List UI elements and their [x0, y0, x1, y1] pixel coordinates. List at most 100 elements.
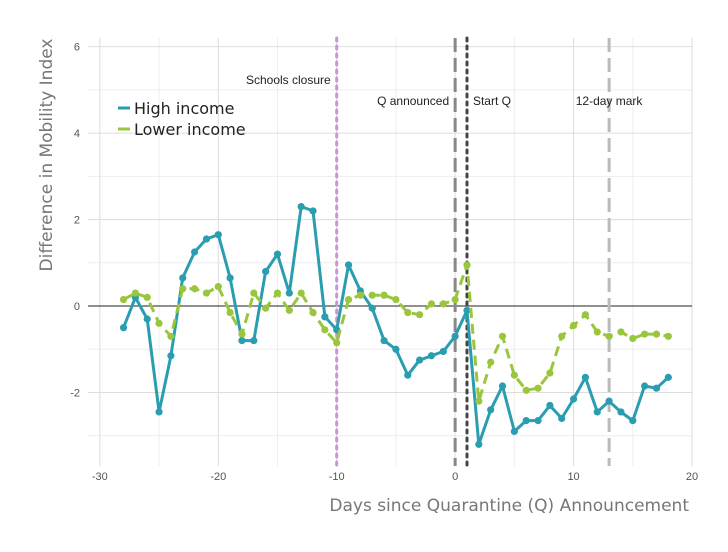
data-point-high-income — [321, 313, 329, 321]
y-tick-label: 2 — [74, 215, 80, 227]
data-point-high-income — [617, 408, 625, 416]
data-point-high-income — [652, 384, 661, 392]
data-point-lower-income — [333, 339, 341, 347]
data-point-lower-income — [380, 291, 388, 299]
event-label: 12-day mark — [576, 94, 644, 108]
data-point-high-income — [202, 235, 211, 243]
data-point-high-income — [309, 207, 317, 215]
data-point-lower-income — [641, 330, 649, 338]
data-point-high-income — [487, 406, 495, 414]
data-point-lower-income — [569, 321, 578, 330]
data-point-high-income — [498, 382, 507, 390]
x-axis-title: Days since Quarantine (Q) Announcement — [329, 496, 689, 516]
data-point-lower-income — [546, 369, 554, 377]
x-tick-label: 20 — [686, 471, 698, 483]
data-point-high-income — [664, 373, 672, 381]
y-tick-label: -2 — [70, 388, 80, 400]
data-point-high-income — [262, 267, 270, 276]
data-point-high-income — [404, 371, 412, 379]
data-point-lower-income — [226, 308, 234, 317]
data-point-lower-income — [498, 332, 507, 340]
data-point-high-income — [629, 417, 637, 425]
legend: High income Lower income — [118, 99, 246, 139]
data-point-high-income — [368, 304, 376, 312]
data-point-high-income — [605, 397, 613, 405]
data-point-lower-income — [273, 289, 282, 297]
data-point-high-income — [273, 250, 282, 258]
data-point-lower-income — [368, 291, 376, 299]
data-point-lower-income — [285, 306, 293, 314]
y-tick-label: 4 — [74, 128, 80, 140]
data-point-high-income — [475, 440, 483, 448]
data-point-lower-income — [534, 384, 542, 392]
x-tick-label: 0 — [452, 471, 458, 483]
data-point-high-income — [167, 352, 175, 360]
event-label: Schools closure — [246, 73, 331, 87]
data-point-lower-income — [214, 282, 222, 291]
y-axis-title: Difference in Mobility Index — [37, 39, 57, 272]
data-point-high-income — [593, 408, 601, 416]
data-point-lower-income — [416, 311, 424, 319]
event-labels: Schools closure Q announced Start Q 12-day … — [246, 73, 643, 108]
data-point-lower-income — [652, 330, 661, 338]
data-point-lower-income — [190, 285, 199, 293]
data-point-lower-income — [143, 293, 151, 301]
data-point-high-income — [285, 289, 293, 297]
x-tick-label: -10 — [329, 471, 345, 483]
data-point-lower-income — [558, 332, 566, 340]
event-lines — [335, 36, 611, 468]
data-point-high-income — [451, 332, 459, 340]
data-point-high-income — [179, 274, 187, 282]
data-point-high-income — [238, 337, 246, 345]
data-point-lower-income — [522, 386, 530, 394]
data-point-lower-income — [262, 304, 270, 312]
legend-label-high-income: High income — [134, 99, 234, 118]
y-tick-label: 6 — [74, 42, 80, 54]
data-point-lower-income — [344, 295, 353, 304]
data-point-lower-income — [202, 289, 211, 297]
data-point-lower-income — [629, 334, 637, 343]
data-point-high-income — [119, 324, 128, 332]
data-point-high-income — [344, 261, 353, 269]
x-tick-label: -20 — [210, 471, 226, 483]
series-layer — [119, 203, 672, 448]
data-point-high-income — [380, 337, 388, 345]
data-point-high-income — [569, 395, 578, 403]
data-point-lower-income — [321, 326, 329, 334]
data-point-lower-income — [581, 311, 590, 319]
data-point-high-income — [427, 352, 436, 360]
data-point-high-income — [641, 382, 649, 390]
data-point-high-income — [143, 315, 151, 323]
data-point-high-income — [510, 427, 518, 436]
data-point-lower-income — [463, 261, 471, 269]
data-point-high-income — [546, 401, 554, 410]
data-point-lower-income — [439, 300, 447, 308]
event-label: Start Q — [473, 94, 511, 108]
data-point-high-income — [226, 274, 234, 282]
y-tick-label: 0 — [74, 301, 80, 313]
x-tick-label: -30 — [92, 471, 108, 483]
data-point-lower-income — [297, 289, 305, 297]
data-point-lower-income — [451, 295, 459, 304]
grid-layer — [88, 38, 693, 466]
data-point-lower-income — [131, 289, 139, 297]
data-point-lower-income — [356, 291, 364, 299]
data-point-lower-income — [404, 308, 412, 317]
data-point-high-income — [250, 337, 258, 345]
data-point-high-income — [522, 417, 530, 425]
data-point-lower-income — [250, 289, 258, 297]
x-tick-label: 10 — [567, 471, 579, 483]
event-label: Q announced — [377, 94, 449, 108]
data-point-lower-income — [167, 332, 175, 340]
data-point-high-income — [581, 373, 590, 381]
data-point-lower-income — [155, 319, 163, 327]
data-point-high-income — [534, 417, 542, 425]
data-point-lower-income — [179, 285, 187, 293]
data-point-high-income — [416, 356, 424, 364]
legend-label-lower-income: Lower income — [134, 120, 246, 139]
data-point-high-income — [558, 414, 566, 423]
data-point-high-income — [214, 231, 222, 239]
